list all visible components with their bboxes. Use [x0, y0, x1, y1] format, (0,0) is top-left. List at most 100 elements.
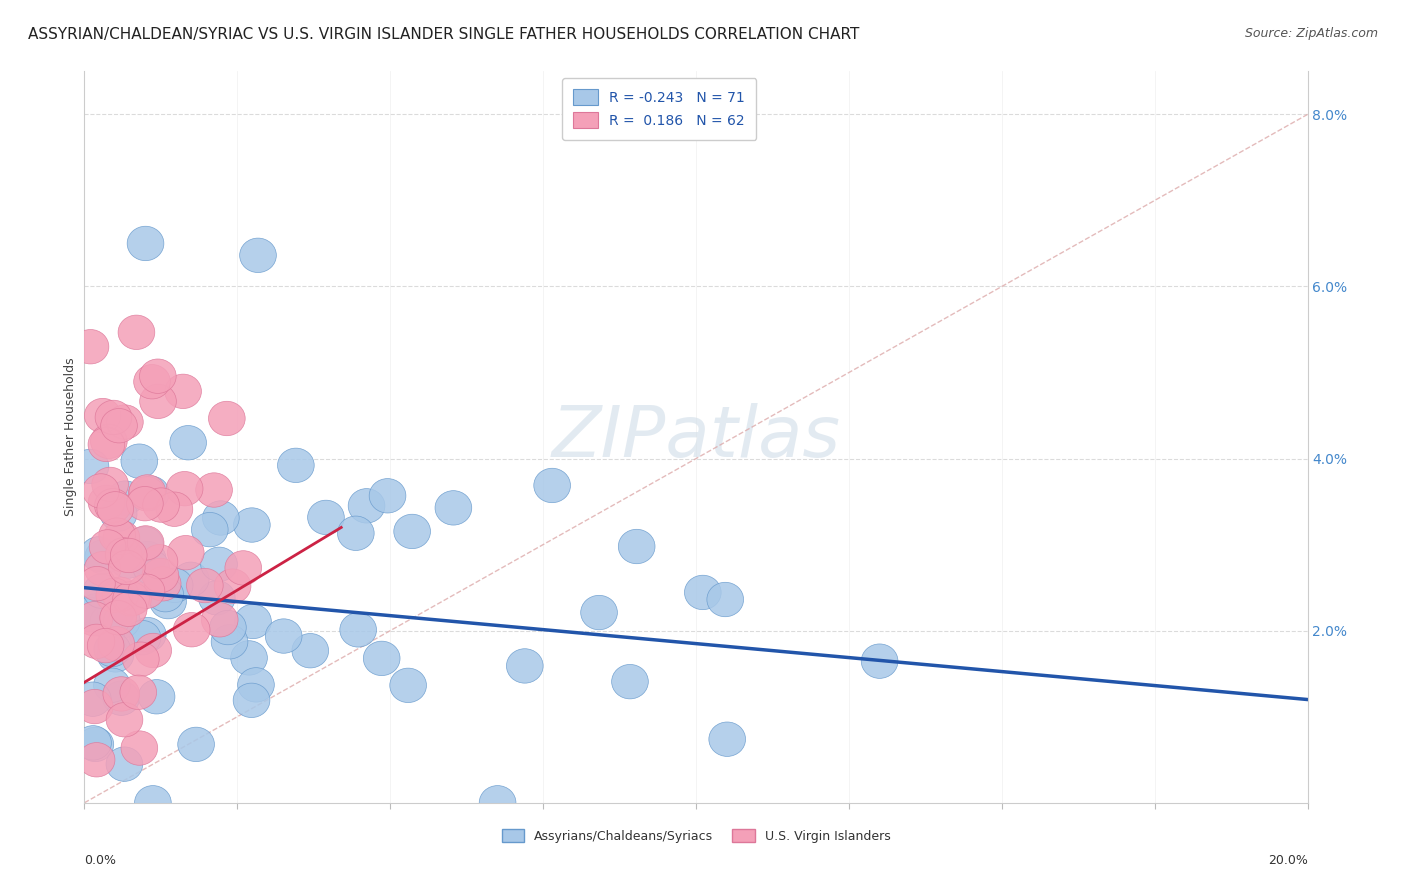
Ellipse shape — [211, 624, 247, 659]
Ellipse shape — [129, 541, 166, 575]
Ellipse shape — [112, 582, 149, 616]
Ellipse shape — [209, 610, 246, 645]
Text: Source: ZipAtlas.com: Source: ZipAtlas.com — [1244, 27, 1378, 40]
Ellipse shape — [277, 448, 314, 483]
Ellipse shape — [103, 677, 139, 711]
Ellipse shape — [128, 574, 165, 608]
Ellipse shape — [91, 467, 128, 501]
Ellipse shape — [201, 603, 238, 637]
Ellipse shape — [235, 604, 271, 639]
Ellipse shape — [129, 475, 166, 509]
Ellipse shape — [685, 575, 721, 609]
Ellipse shape — [105, 538, 142, 572]
Ellipse shape — [156, 568, 193, 603]
Ellipse shape — [77, 727, 114, 762]
Ellipse shape — [370, 479, 406, 513]
Ellipse shape — [122, 642, 159, 676]
Ellipse shape — [225, 550, 262, 585]
Ellipse shape — [97, 638, 134, 672]
Ellipse shape — [506, 648, 543, 683]
Ellipse shape — [156, 492, 193, 526]
Ellipse shape — [233, 683, 270, 717]
Ellipse shape — [121, 731, 157, 765]
Ellipse shape — [121, 444, 157, 478]
Ellipse shape — [707, 582, 744, 616]
Ellipse shape — [118, 315, 155, 350]
Ellipse shape — [170, 425, 207, 460]
Ellipse shape — [138, 680, 174, 714]
Ellipse shape — [94, 632, 131, 667]
Ellipse shape — [89, 530, 127, 564]
Ellipse shape — [187, 568, 224, 603]
Ellipse shape — [94, 668, 131, 702]
Ellipse shape — [103, 681, 139, 715]
Ellipse shape — [107, 405, 143, 439]
Ellipse shape — [100, 497, 136, 532]
Ellipse shape — [340, 613, 377, 647]
Ellipse shape — [149, 584, 187, 619]
Text: 20.0%: 20.0% — [1268, 854, 1308, 867]
Ellipse shape — [103, 582, 139, 616]
Ellipse shape — [79, 593, 115, 628]
Ellipse shape — [76, 601, 112, 636]
Ellipse shape — [389, 668, 426, 703]
Ellipse shape — [434, 491, 472, 525]
Ellipse shape — [142, 558, 179, 592]
Ellipse shape — [128, 476, 165, 511]
Ellipse shape — [75, 682, 111, 716]
Ellipse shape — [120, 675, 156, 709]
Ellipse shape — [132, 550, 169, 584]
Ellipse shape — [110, 544, 146, 578]
Ellipse shape — [195, 473, 232, 508]
Ellipse shape — [127, 486, 163, 521]
Ellipse shape — [612, 665, 648, 698]
Ellipse shape — [238, 667, 274, 702]
Ellipse shape — [202, 500, 239, 535]
Ellipse shape — [115, 581, 152, 615]
Ellipse shape — [101, 409, 138, 443]
Ellipse shape — [105, 747, 143, 781]
Ellipse shape — [98, 626, 135, 661]
Ellipse shape — [167, 535, 204, 570]
Ellipse shape — [214, 569, 250, 603]
Ellipse shape — [83, 474, 120, 508]
Ellipse shape — [191, 512, 228, 547]
Text: ZIPatlas: ZIPatlas — [551, 402, 841, 472]
Ellipse shape — [105, 703, 143, 737]
Ellipse shape — [619, 529, 655, 564]
Ellipse shape — [173, 562, 209, 597]
Ellipse shape — [709, 722, 745, 756]
Ellipse shape — [79, 742, 115, 777]
Ellipse shape — [139, 384, 176, 418]
Ellipse shape — [83, 574, 120, 608]
Ellipse shape — [363, 641, 401, 675]
Ellipse shape — [208, 401, 245, 435]
Ellipse shape — [103, 577, 139, 612]
Ellipse shape — [100, 600, 136, 635]
Ellipse shape — [129, 617, 166, 652]
Ellipse shape — [108, 550, 145, 584]
Ellipse shape — [534, 468, 571, 503]
Ellipse shape — [141, 544, 177, 579]
Ellipse shape — [177, 727, 215, 762]
Ellipse shape — [76, 690, 112, 723]
Ellipse shape — [143, 488, 180, 523]
Ellipse shape — [89, 427, 125, 462]
Ellipse shape — [308, 500, 344, 534]
Ellipse shape — [862, 644, 898, 679]
Ellipse shape — [128, 525, 165, 560]
Ellipse shape — [292, 633, 329, 668]
Ellipse shape — [165, 374, 201, 409]
Ellipse shape — [337, 516, 374, 550]
Ellipse shape — [132, 476, 169, 510]
Ellipse shape — [231, 640, 267, 675]
Y-axis label: Single Father Households: Single Father Households — [65, 358, 77, 516]
Ellipse shape — [84, 399, 121, 433]
Ellipse shape — [79, 566, 115, 601]
Ellipse shape — [124, 621, 160, 655]
Ellipse shape — [349, 489, 385, 523]
Ellipse shape — [97, 595, 134, 629]
Ellipse shape — [139, 359, 176, 393]
Ellipse shape — [79, 624, 115, 658]
Ellipse shape — [148, 577, 184, 612]
